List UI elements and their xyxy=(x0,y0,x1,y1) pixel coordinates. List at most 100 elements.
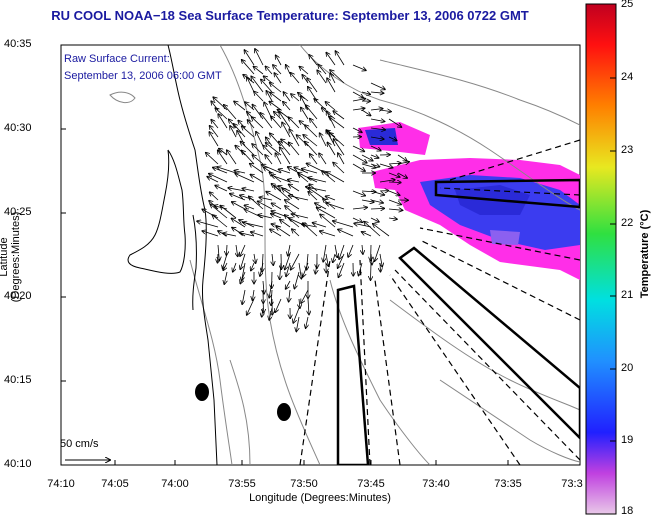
current-vector xyxy=(375,244,381,261)
current-vector xyxy=(263,280,264,294)
current-vector xyxy=(272,253,273,265)
ytick-label: 40:20 xyxy=(4,290,32,302)
current-vector xyxy=(234,171,246,173)
xtick-label: 73:45 xyxy=(357,478,385,490)
colorbar-ticks xyxy=(610,77,616,442)
xtick-label: 74:05 xyxy=(101,478,129,490)
current-vector xyxy=(250,164,264,174)
current-vector xyxy=(315,203,327,210)
current-vector xyxy=(251,76,264,93)
colorbar-title: Temperature (°C) xyxy=(639,209,651,299)
current-vector xyxy=(380,253,382,267)
current-vector xyxy=(289,196,309,201)
current-vector xyxy=(266,192,282,201)
current-vector xyxy=(242,126,255,138)
colorbar-tick-label: 24 xyxy=(621,71,634,83)
current-vector xyxy=(226,244,227,255)
current-vector xyxy=(352,217,362,222)
current-vector xyxy=(288,180,300,182)
annotation-line-1: Raw Surface Current: xyxy=(64,53,170,65)
site-dot-2 xyxy=(277,403,291,421)
current-vector xyxy=(302,169,318,174)
current-vector xyxy=(334,139,345,156)
xtick-label: 73:55 xyxy=(228,478,256,490)
current-vector xyxy=(224,105,237,120)
colorbar-tick-label: 21 xyxy=(621,289,634,301)
current-vector xyxy=(274,112,282,120)
current-vector xyxy=(306,316,308,328)
current-vector xyxy=(352,145,364,151)
current-vector xyxy=(373,224,390,237)
current-vector xyxy=(371,262,372,280)
bathymetry-contours xyxy=(109,45,580,465)
current-vector xyxy=(379,180,395,182)
current-vector xyxy=(258,201,273,210)
current-vector xyxy=(279,169,291,174)
current-vector xyxy=(289,184,300,192)
current-vector xyxy=(338,253,345,268)
current-vector xyxy=(352,207,367,209)
current-vector xyxy=(289,289,290,302)
current-vector xyxy=(272,203,282,210)
current-vector xyxy=(252,289,254,300)
current-vector xyxy=(240,253,246,269)
current-vector xyxy=(354,223,372,228)
current-vector xyxy=(206,153,219,165)
current-vector xyxy=(279,112,291,129)
current-vector xyxy=(218,114,228,129)
current-vector xyxy=(370,109,383,110)
current-vector xyxy=(247,77,255,93)
current-vector xyxy=(305,142,318,156)
current-vector xyxy=(339,244,345,259)
current-vector xyxy=(220,206,237,219)
current-vector xyxy=(276,227,291,237)
current-vector xyxy=(388,218,397,219)
current-vector xyxy=(292,229,300,237)
current-vector xyxy=(303,135,318,147)
annotation-line-2: September 13, 2006 06:00 GMT xyxy=(64,70,222,82)
current-vector xyxy=(242,60,255,75)
current-vector xyxy=(379,110,391,112)
current-vector xyxy=(202,231,219,237)
current-vector xyxy=(352,163,365,171)
current-vector xyxy=(279,141,291,156)
current-vector xyxy=(223,262,228,270)
current-vector xyxy=(303,223,318,237)
current-vector xyxy=(223,233,237,236)
current-vector xyxy=(244,50,255,66)
current-vector xyxy=(275,298,282,312)
current-vector xyxy=(352,190,365,196)
current-vector xyxy=(388,136,397,141)
current-vector xyxy=(370,92,384,93)
current-vector xyxy=(252,155,264,165)
current-vector xyxy=(242,289,246,304)
current-vector xyxy=(269,307,273,320)
current-vector xyxy=(301,289,309,303)
current-vector xyxy=(212,215,228,228)
current-vector xyxy=(280,220,291,228)
current-vector xyxy=(338,229,354,237)
current-vector xyxy=(254,92,264,102)
current-vector xyxy=(234,101,246,111)
current-vector xyxy=(288,244,290,256)
current-vector xyxy=(210,204,228,219)
current-vector xyxy=(326,196,336,201)
current-vector xyxy=(319,153,327,165)
current-vector xyxy=(388,118,401,127)
current-vector xyxy=(271,116,282,129)
current-vector xyxy=(285,253,291,270)
current-vector xyxy=(230,194,246,201)
current-vector xyxy=(241,142,255,156)
current-vector xyxy=(243,222,264,228)
ytick-label: 40:35 xyxy=(4,38,32,50)
current-vector xyxy=(379,163,393,168)
current-vector xyxy=(254,67,264,75)
current-vector xyxy=(370,137,384,139)
current-vector xyxy=(255,49,264,66)
current-vector xyxy=(265,66,273,75)
xtick-label: 73:50 xyxy=(290,478,318,490)
current-vector xyxy=(330,70,345,84)
current-vector xyxy=(333,111,345,120)
current-vector xyxy=(308,192,318,201)
